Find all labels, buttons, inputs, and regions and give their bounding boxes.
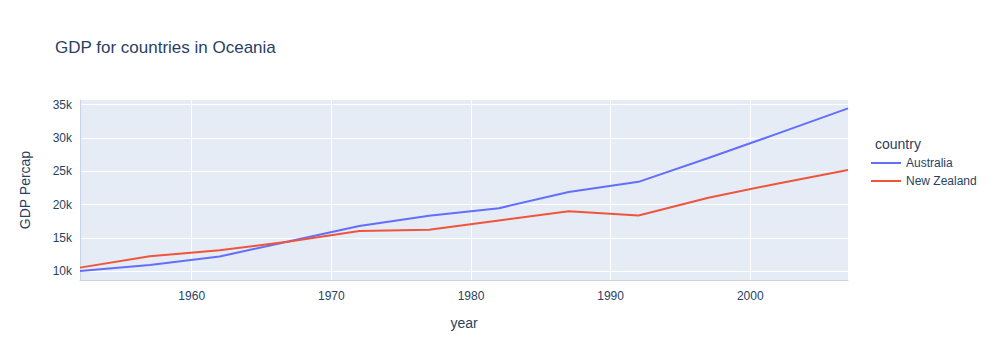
svg-text:1980: 1980 — [458, 289, 485, 303]
svg-text:1970: 1970 — [318, 289, 345, 303]
svg-text:1960: 1960 — [178, 289, 205, 303]
svg-text:15k: 15k — [53, 231, 73, 245]
svg-text:GDP for countries in Oceania: GDP for countries in Oceania — [55, 38, 276, 57]
svg-text:30k: 30k — [53, 131, 73, 145]
svg-text:country: country — [875, 136, 921, 152]
svg-text:35k: 35k — [53, 98, 73, 112]
svg-text:25k: 25k — [53, 164, 73, 178]
svg-text:year: year — [450, 315, 478, 331]
svg-text:10k: 10k — [53, 264, 73, 278]
svg-text:GDP Percap: GDP Percap — [17, 151, 33, 230]
svg-text:New Zealand: New Zealand — [906, 174, 977, 188]
svg-text:1990: 1990 — [597, 289, 624, 303]
svg-text:Australia: Australia — [906, 156, 953, 170]
svg-text:2000: 2000 — [737, 289, 764, 303]
svg-text:20k: 20k — [53, 198, 73, 212]
